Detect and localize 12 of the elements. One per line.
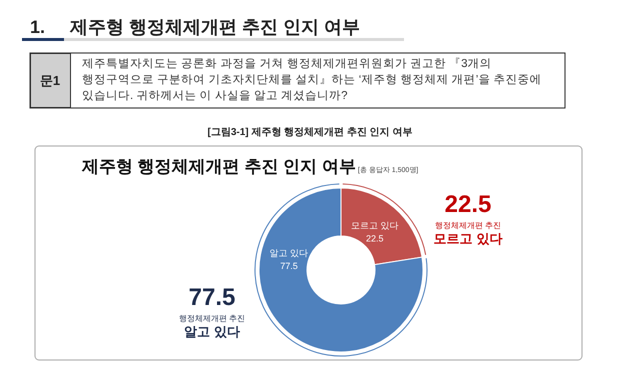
text: 제주특별자치도는 공론화 과정을 거쳐 행정체제개편위원회가 권고한 『3개의 행정구역으로 구분하여 기초자치단체를 설치』하는 ‘제주형 행정체제 개편’을 추진중에 있습니다. 귀하께서는 이 사실을 알고 계셨습니까?	[82, 56, 542, 104]
text: [그림3-1] 제주형 행정체제개편 추진 인지 여부	[207, 127, 413, 138]
text: 행정체제개편 추진	[434, 221, 502, 230]
text: 문1	[40, 73, 60, 88]
slice-label: 모르고 있다	[434, 231, 502, 246]
text: 행정체제개편 추진	[178, 314, 246, 323]
text: 1.	[30, 17, 46, 37]
text: 제주형 행정체제개편 추진 인지 여부	[69, 17, 360, 37]
slice-label: 알고 있다	[184, 324, 240, 339]
chart-title: 제주형 행정체제개편 추진 인지 여부	[81, 157, 356, 176]
text: 77.5	[188, 284, 236, 311]
text: 22.5	[444, 191, 492, 218]
